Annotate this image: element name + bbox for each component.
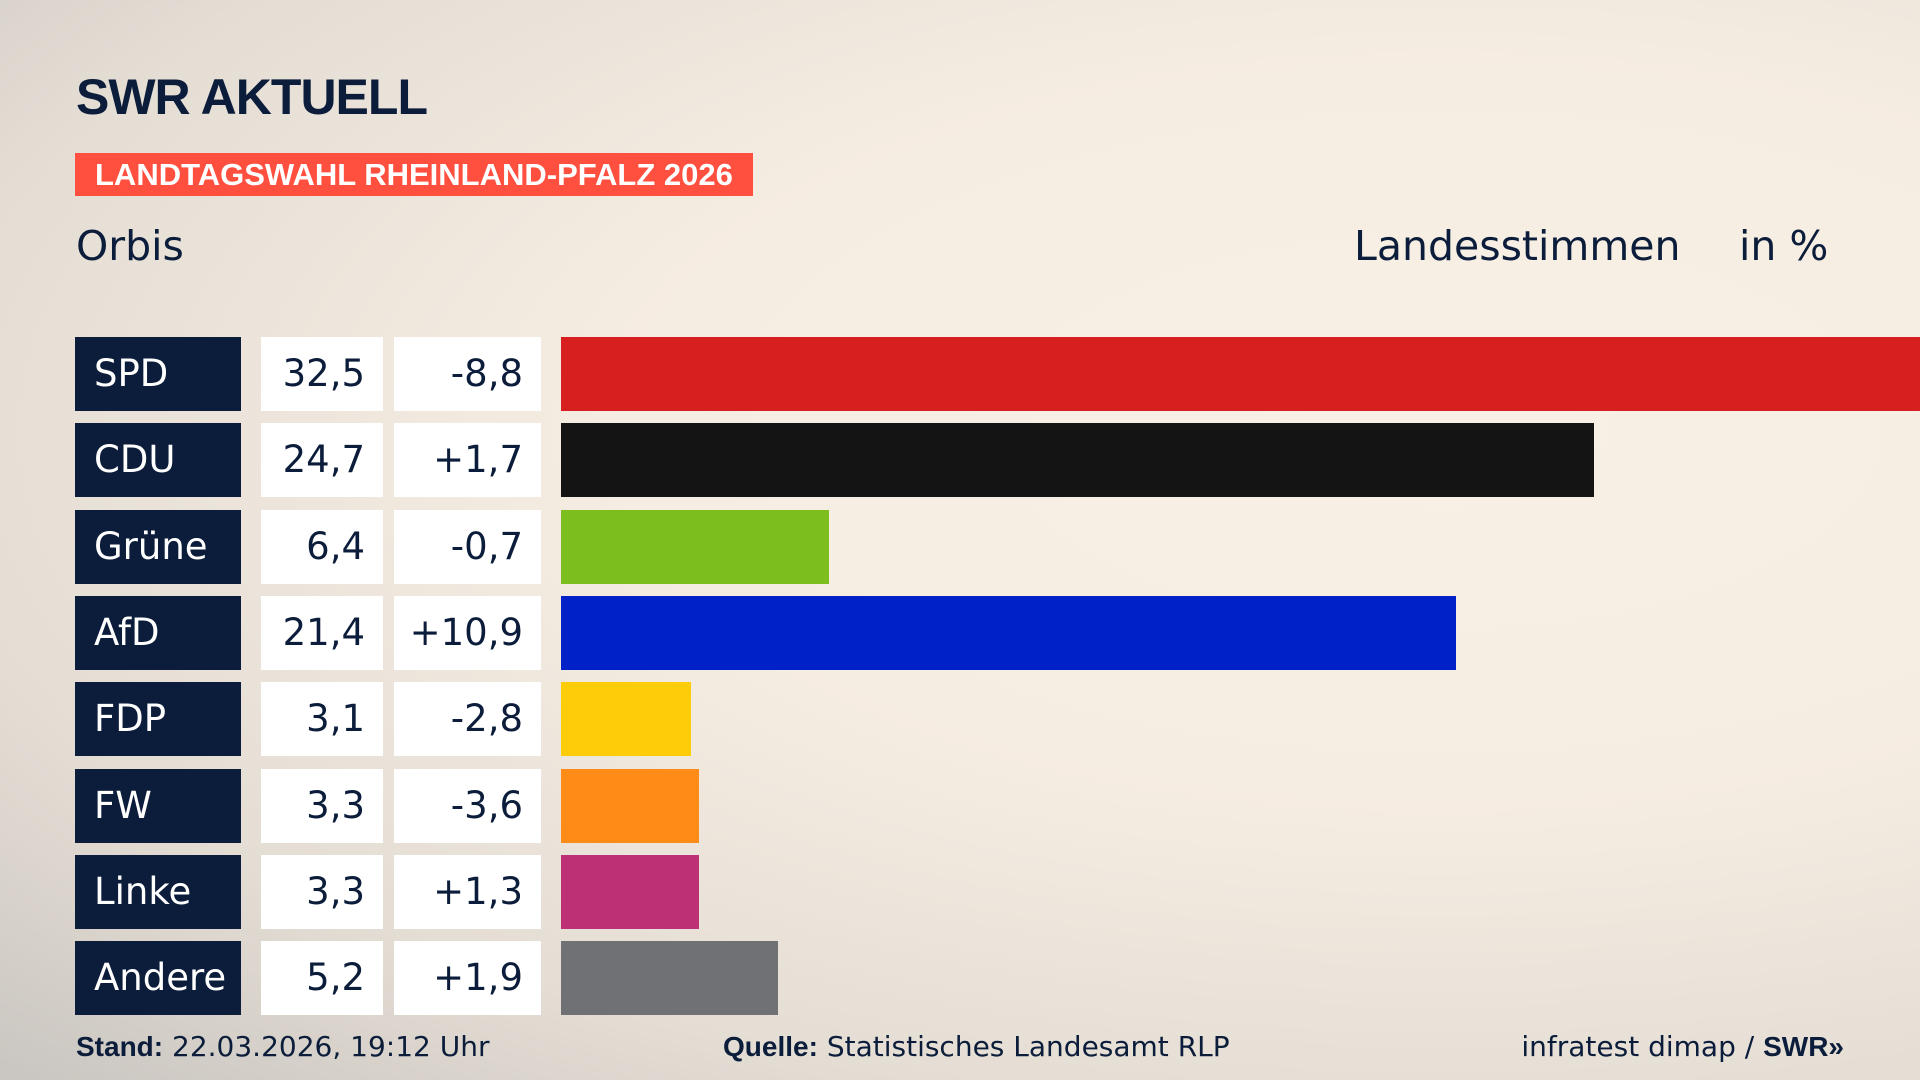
bar-spd: [561, 337, 1920, 411]
source-value: Statistisches Landesamt RLP: [826, 1030, 1230, 1063]
value-label: 3,3: [261, 854, 383, 929]
bar-fw: [561, 768, 699, 843]
diff-label: +1,9: [394, 941, 541, 1016]
value-label: 32,5: [261, 337, 383, 411]
value-label: 3,3: [261, 768, 383, 843]
diff-label: -8,8: [394, 337, 541, 411]
party-row: Andere 5,2 +1,9: [75, 941, 1875, 1016]
stand-label: Stand:: [76, 1031, 164, 1062]
value-label: 5,2: [261, 941, 383, 1016]
credit-text: infratest dimap /: [1521, 1030, 1764, 1063]
diff-label: -3,6: [394, 768, 541, 843]
diff-label: +10,9: [394, 595, 541, 670]
value-label: 3,1: [261, 682, 383, 757]
bar-cdu: [561, 423, 1594, 498]
timestamp: Stand: 22.03.2026, 19:12 Uhr: [76, 1030, 489, 1063]
value-label: 24,7: [261, 423, 383, 498]
bar-fdp: [561, 682, 691, 757]
party-label: Linke: [75, 854, 241, 929]
party-row: FDP 3,1 -2,8: [75, 682, 1875, 757]
bar-grüne: [561, 509, 829, 584]
chevrons-icon: »: [1828, 1031, 1844, 1062]
diff-label: -2,8: [394, 682, 541, 757]
party-row: SPD 32,5 -8,8: [75, 337, 1920, 411]
party-label: SPD: [75, 337, 241, 411]
party-row: Linke 3,3 +1,3: [75, 854, 1875, 929]
bar-andere: [561, 941, 779, 1016]
party-row: CDU 24,7 +1,7: [75, 423, 1875, 498]
source-label: Quelle:: [723, 1031, 818, 1062]
value-label: 6,4: [261, 509, 383, 584]
swr-logo: SWR: [1763, 1031, 1829, 1062]
stand-value: 22.03.2026, 19:12 Uhr: [172, 1030, 490, 1063]
party-label: AfD: [75, 595, 241, 670]
location-title: Orbis: [76, 222, 184, 270]
party-label: CDU: [75, 423, 241, 498]
election-banner: LANDTAGSWAHL RHEINLAND-PFALZ 2026: [75, 153, 753, 196]
swr-aktuell-logo: SWR AKTUELL: [76, 68, 428, 126]
party-label: Andere: [75, 941, 241, 1016]
diff-label: +1,3: [394, 854, 541, 929]
bar-linke: [561, 854, 699, 929]
party-label: Grüne: [75, 509, 241, 584]
party-row: FW 3,3 -3,6: [75, 768, 1875, 843]
party-label: FW: [75, 768, 241, 843]
diff-label: +1,7: [394, 423, 541, 498]
value-label: 21,4: [261, 595, 383, 670]
source: Quelle: Statistisches Landesamt RLP: [723, 1030, 1230, 1063]
diff-label: -0,7: [394, 509, 541, 584]
unit-label: in %: [1739, 222, 1829, 270]
bar-afd: [561, 595, 1456, 670]
logo-text: SWR AKTUELL: [76, 69, 428, 125]
party-row: AfD 21,4 +10,9: [75, 595, 1875, 670]
party-label: FDP: [75, 682, 241, 757]
vote-type-label: Landesstimmen: [1354, 222, 1681, 270]
credit: infratest dimap / SWR»: [1521, 1030, 1844, 1063]
party-row: Grüne 6,4 -0,7: [75, 509, 1875, 584]
